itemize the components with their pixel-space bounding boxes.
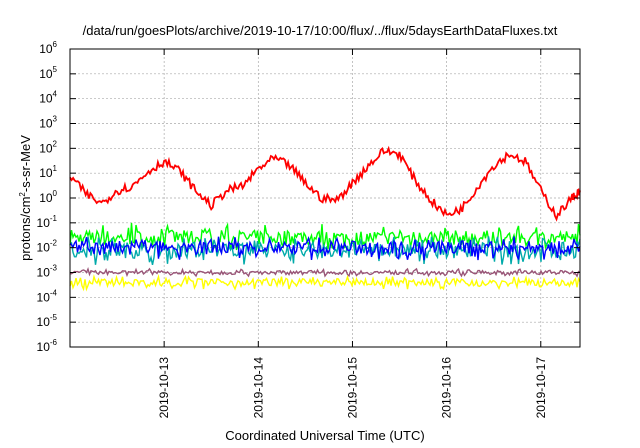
series-line-3 [69,236,581,265]
y-tick-label: 10-3 [37,264,58,280]
y-tick-label: 102 [39,139,57,155]
y-axis-label: protons/cm2-s-sr-MeV [18,135,33,261]
y-tick-label: 10-6 [37,338,58,354]
chart-title: /data/run/goesPlots/archive/2019-10-17/1… [83,23,558,38]
y-tick-label: 101 [39,164,57,180]
x-tick-label: 2019-10-16 [440,357,454,419]
x-axis-label: Coordinated Universal Time (UTC) [225,428,424,443]
y-tick-label: 103 [39,115,57,131]
y-tick-label: 10-5 [37,313,58,329]
y-tick-label: 10-4 [37,288,58,304]
x-tick-label: 2019-10-14 [251,357,265,419]
y-tick-label: 100 [39,189,57,205]
y-tick-label: 106 [39,40,57,56]
y-tick-label: 10-2 [37,239,58,255]
y-tick-label: 104 [39,90,57,106]
y-tick-label: 105 [39,65,57,81]
series-line-1 [69,145,581,222]
x-tick-label: 2019-10-13 [157,357,171,419]
series-layer [69,145,581,292]
series-line-5 [69,267,581,278]
x-tick-label: 2019-10-17 [534,357,548,419]
axes: 10-6 10-5 10-4 10-3 10-2 10-1 100 101 102 103 104 1… [37,40,580,418]
series-line-4 [69,235,581,261]
series-line-6 [69,273,581,292]
x-tick-label: 2019-10-15 [345,357,359,419]
y-tick-label: 10-1 [37,214,58,230]
